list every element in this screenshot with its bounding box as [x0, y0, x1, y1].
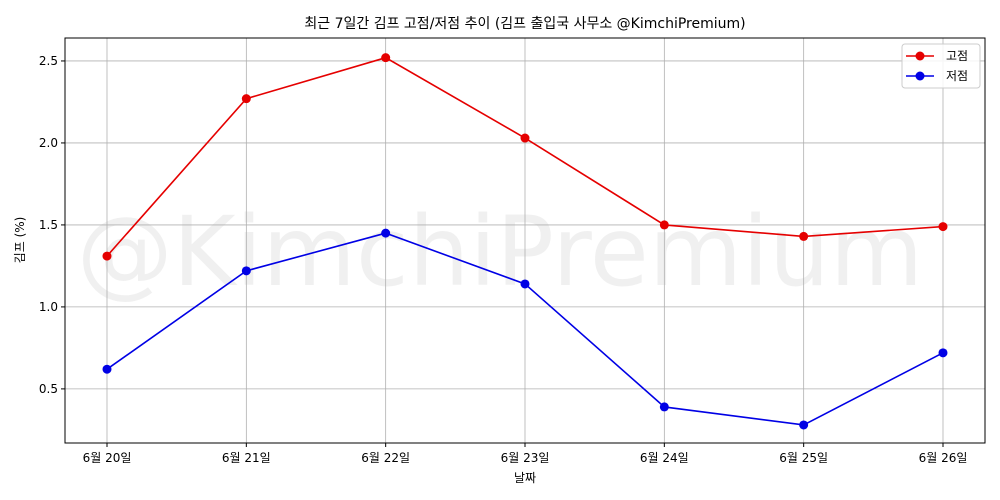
- y-axis-label: 김프 (%): [13, 217, 27, 264]
- data-point-low: [241, 266, 251, 276]
- data-point-low: [102, 364, 112, 374]
- legend-box: [901, 43, 981, 89]
- x-tick-label: 6월 23일: [501, 451, 550, 465]
- x-axis: 6월 20일 6월 21일 6월 22일 6월 23일 6월 24일 6월 25일 6월 2…: [83, 443, 968, 465]
- data-point-high: [381, 53, 391, 63]
- x-tick-label: 6월 24일: [640, 451, 689, 465]
- data-point-high: [102, 251, 112, 261]
- legend-marker-high: [915, 51, 925, 61]
- data-point-high: [241, 94, 251, 104]
- data-point-low: [520, 279, 530, 289]
- data-point-high: [938, 222, 948, 232]
- data-point-high: [659, 220, 669, 230]
- data-point-low: [659, 402, 669, 412]
- legend-marker-low: [915, 71, 925, 81]
- series-layer: [102, 53, 948, 430]
- y-tick-label: 1.0: [39, 300, 58, 314]
- x-tick-label: 6월 20일: [83, 451, 132, 465]
- data-point-low: [381, 228, 391, 238]
- y-axis: 0.5 1.0 1.5 2.0 2.5: [39, 54, 65, 396]
- data-point-low: [799, 420, 809, 430]
- chart-title: 최근 7일간 김프 고점/저점 추이 (김프 출입국 사무소 @KimchiPr…: [304, 16, 745, 32]
- x-tick-label: 6월 26일: [919, 451, 968, 465]
- y-tick-label: 2.0: [39, 136, 58, 150]
- watermark-text: @KimchiPremium: [77, 196, 924, 308]
- legend-label-low: 저점: [946, 69, 968, 83]
- x-axis-label: 날짜: [514, 471, 536, 485]
- x-tick-label: 6월 22일: [361, 451, 410, 465]
- x-tick-label: 6월 21일: [222, 451, 271, 465]
- data-point-high: [799, 231, 809, 241]
- legend-label-high: 고점: [946, 49, 968, 63]
- x-tick-label: 6월 25일: [779, 451, 828, 465]
- y-tick-label: 0.5: [39, 382, 58, 396]
- data-point-high: [520, 133, 530, 143]
- y-tick-label: 1.5: [39, 218, 58, 232]
- y-tick-label: 2.5: [39, 54, 58, 68]
- data-point-low: [938, 348, 948, 358]
